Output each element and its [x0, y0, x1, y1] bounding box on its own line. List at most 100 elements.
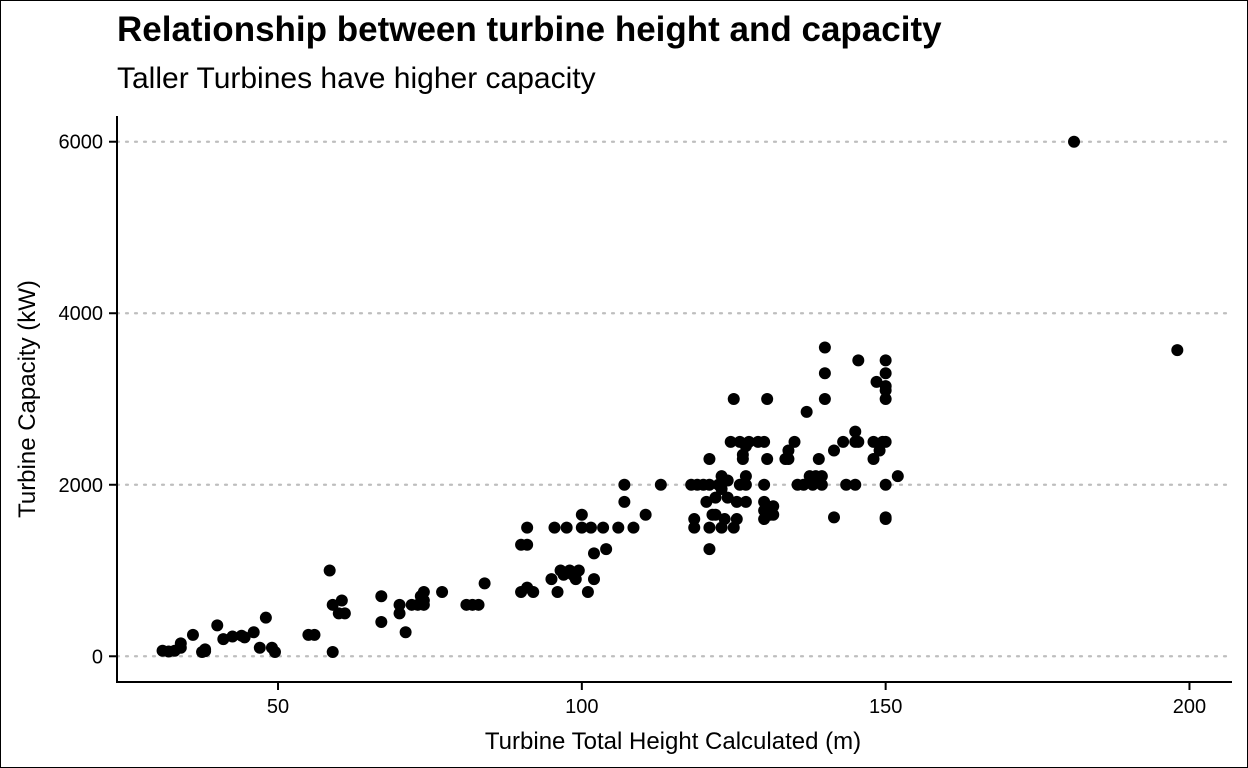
data-point	[767, 500, 780, 513]
data-point	[837, 435, 850, 448]
data-point	[736, 453, 749, 466]
data-point	[575, 508, 588, 521]
data-points	[156, 135, 1184, 658]
data-point	[417, 585, 430, 598]
data-point	[217, 633, 230, 646]
data-point	[417, 598, 430, 611]
data-point	[727, 393, 740, 405]
data-point	[758, 478, 771, 491]
data-point	[527, 585, 540, 598]
data-point	[584, 521, 597, 534]
y-tick-label: 2000	[59, 475, 104, 497]
data-point	[521, 538, 534, 551]
data-point	[700, 495, 713, 508]
data-point	[627, 521, 640, 534]
data-point	[724, 435, 737, 448]
x-tick-label: 100	[565, 696, 598, 718]
data-point	[815, 478, 828, 491]
data-point	[393, 598, 406, 611]
data-point	[797, 478, 810, 491]
chart-title: Relationship between turbine height and …	[117, 10, 942, 49]
data-point	[849, 425, 862, 438]
data-point	[739, 470, 752, 483]
x-tick-label: 50	[267, 696, 289, 718]
data-point	[688, 521, 701, 534]
data-point	[335, 594, 348, 607]
data-point	[612, 521, 625, 534]
data-point	[730, 495, 743, 508]
data-point	[247, 626, 260, 639]
data-point	[238, 631, 251, 644]
data-point	[721, 474, 734, 487]
data-point	[259, 611, 272, 624]
data-point	[870, 375, 883, 388]
data-point	[758, 435, 771, 448]
data-point	[788, 435, 801, 448]
data-point	[828, 511, 841, 524]
data-point	[767, 508, 780, 521]
y-tick-label: 6000	[59, 132, 104, 154]
data-point	[718, 513, 731, 526]
data-point	[782, 453, 795, 466]
data-point	[715, 483, 728, 496]
data-point	[703, 521, 716, 534]
x-tick-label: 200	[1173, 696, 1206, 718]
data-point	[174, 637, 187, 650]
data-point	[867, 435, 880, 448]
data-point	[472, 598, 485, 611]
y-axis-label: Turbine Capacity (kW)	[14, 280, 41, 518]
data-point	[867, 453, 880, 466]
chart-subtitle: Taller Turbines have higher capacity	[117, 62, 596, 95]
data-point	[812, 453, 825, 466]
data-point	[709, 508, 722, 521]
data-point	[186, 628, 199, 641]
data-point	[308, 628, 321, 641]
data-point	[879, 354, 892, 367]
data-point	[761, 393, 774, 405]
data-point	[560, 521, 573, 534]
data-point	[828, 444, 841, 457]
data-point	[879, 511, 892, 524]
y-tick-label: 0	[92, 646, 103, 668]
data-point	[818, 393, 831, 405]
data-point	[226, 630, 239, 643]
data-point	[739, 495, 752, 508]
data-point	[375, 615, 388, 628]
data-point	[548, 521, 561, 534]
data-point	[199, 645, 212, 658]
data-point	[521, 521, 534, 534]
data-point	[688, 513, 701, 526]
data-point	[326, 645, 339, 658]
gridlines	[115, 140, 1234, 658]
data-point	[326, 598, 339, 611]
data-point	[879, 393, 892, 405]
data-point	[818, 367, 831, 380]
data-point	[849, 478, 862, 491]
data-point	[545, 573, 558, 586]
data-point	[703, 478, 716, 491]
data-point	[879, 435, 892, 448]
data-point	[1068, 135, 1081, 148]
data-point	[581, 585, 594, 598]
data-point	[639, 508, 652, 521]
data-point	[730, 513, 743, 526]
data-point	[268, 645, 281, 658]
data-point	[211, 619, 224, 632]
data-point	[399, 626, 412, 639]
data-point	[761, 453, 774, 466]
data-point	[709, 491, 722, 504]
data-point	[879, 384, 892, 397]
data-point	[597, 521, 610, 534]
x-axis-label: Turbine Total Height Calculated (m)	[485, 728, 861, 755]
data-point	[782, 444, 795, 457]
data-point	[800, 405, 813, 418]
data-point	[572, 564, 585, 577]
data-point	[840, 478, 853, 491]
data-point	[852, 435, 865, 448]
data-point	[393, 607, 406, 620]
data-point	[891, 470, 904, 483]
data-point	[1171, 344, 1184, 357]
data-point	[742, 435, 755, 448]
x-tick-label: 150	[869, 696, 902, 718]
